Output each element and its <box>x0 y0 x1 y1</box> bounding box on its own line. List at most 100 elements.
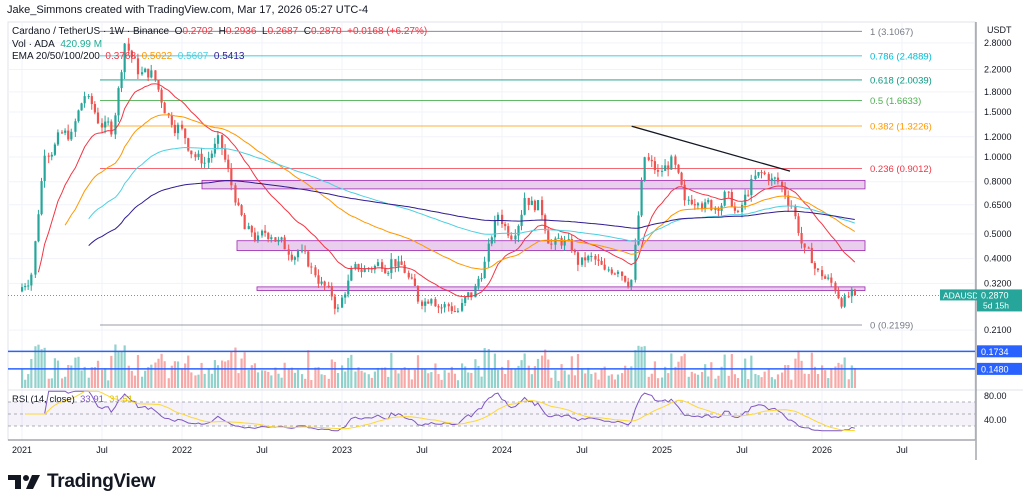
candle-body <box>427 301 430 304</box>
volume-bar <box>190 372 193 388</box>
candle-body <box>717 207 720 211</box>
volume-bar <box>773 379 777 388</box>
candle-body <box>467 292 470 298</box>
volume-bar <box>560 364 563 388</box>
candle-body <box>507 226 510 236</box>
volume-bar <box>816 374 820 388</box>
volume-bar <box>357 367 360 388</box>
horizontal-line-price-label: 0.1480 <box>981 364 1009 374</box>
candle-body <box>760 172 763 174</box>
candle-body <box>173 124 177 134</box>
volume-bar <box>510 368 513 388</box>
volume-bar <box>496 369 500 388</box>
volume-bar <box>640 346 643 388</box>
price-tick-label: 0.3200 <box>984 278 1012 288</box>
trendline <box>631 125 791 172</box>
candle-body <box>323 281 326 286</box>
candle-body <box>613 273 617 275</box>
time-axis[interactable]: 2021 Jul 2022 Jul 2023 Jul 2024 Jul 2025 Jul 2026 J… <box>8 439 975 455</box>
symbol-legend-row[interactable]: Cardano / TetherUS · 1W · Binance O0.270… <box>12 26 427 39</box>
volume-bar <box>181 369 184 388</box>
volume-bar <box>360 370 363 388</box>
volume-bar <box>317 366 320 388</box>
candle-body <box>24 285 27 288</box>
candle-body <box>247 226 250 230</box>
volume-bar <box>403 367 406 388</box>
price-tick-label: 0.5000 <box>984 229 1012 239</box>
volume-bar <box>336 373 340 388</box>
volume-bar <box>501 366 504 388</box>
candle-body <box>104 121 107 128</box>
tradingview-logo-icon <box>8 475 40 489</box>
symbol-label[interactable]: Cardano / TetherUS · 1W · Binance <box>12 26 170 37</box>
volume-bar <box>747 379 750 388</box>
candle-body <box>403 264 406 273</box>
time-tick-label: 2023 <box>332 445 352 455</box>
candle-body <box>470 292 473 298</box>
volume-bar <box>274 367 277 388</box>
volume-bar <box>581 369 584 388</box>
volume-bar <box>670 353 673 388</box>
support-resistance-zones <box>201 179 866 291</box>
volume-bar <box>187 355 190 388</box>
candle-body <box>667 165 670 170</box>
volume-bar <box>701 371 704 388</box>
candle-body <box>773 177 777 179</box>
candle-body <box>394 259 397 267</box>
volume-bar <box>96 360 100 388</box>
ema-legend-row[interactable]: EMA 20/50/100/200 0.3768 0.5022 0.5607 0… <box>12 51 427 64</box>
candle-body <box>744 194 747 205</box>
time-tick-label: 2024 <box>492 445 512 455</box>
volume-bar <box>27 374 30 388</box>
candle-body <box>30 274 33 286</box>
high-label: H <box>218 26 226 37</box>
volume-bar <box>427 373 430 388</box>
drawings[interactable] <box>8 125 975 370</box>
candle-body <box>661 170 664 172</box>
time-tick-label: Jul <box>256 445 268 455</box>
candle-body <box>37 214 40 242</box>
volume-bar <box>541 355 544 388</box>
volume-legend-row[interactable]: Vol · ADA 420.99 M <box>12 39 427 52</box>
volume-bar <box>490 368 493 388</box>
candle-body <box>581 257 584 265</box>
volume-bar <box>834 366 837 388</box>
price-zone <box>256 286 866 291</box>
candle-body <box>227 159 230 169</box>
volume-bar <box>410 379 413 388</box>
ema100-line <box>88 146 855 242</box>
volume-bar <box>837 362 840 388</box>
volume-bar <box>440 379 443 388</box>
candle-body <box>341 297 344 308</box>
candle-body <box>584 257 587 261</box>
candle-body <box>197 153 200 158</box>
candle-body <box>160 89 163 103</box>
symbol-tag <box>940 289 977 301</box>
volume-bar <box>47 378 50 388</box>
candle-body <box>690 199 693 205</box>
volume-bar <box>117 351 120 388</box>
volume-bar <box>43 347 46 388</box>
candle-body <box>727 191 730 193</box>
price-axis[interactable]: 0.1734 0.1480 USDT 2.8000 2.2000 1.8000 1.5000… <box>940 22 1022 460</box>
rsi-legend[interactable]: RSI (14, close) 33.91 31.51 <box>12 394 133 405</box>
volume-bar <box>730 353 733 388</box>
volume-bar <box>643 346 646 388</box>
volume-bar <box>370 377 373 388</box>
candle-body <box>243 215 246 230</box>
candle-body <box>616 271 620 274</box>
candle-body <box>733 206 737 211</box>
volume-bar <box>567 374 570 388</box>
candle-body <box>70 131 73 140</box>
tradingview-logo[interactable]: TradingView <box>8 471 156 493</box>
volume-bar <box>613 379 617 388</box>
candle-body <box>664 165 667 171</box>
volume-bar <box>547 359 550 388</box>
candle-body <box>384 268 387 274</box>
fib-retracement[interactable]: 1 (3.1067) 0.786 (2.4889) 0.618 (2.0039) 0.… <box>100 27 932 332</box>
candle-body <box>523 197 526 215</box>
volume-bar <box>563 370 566 388</box>
rsi-value: 33.91 <box>80 394 104 405</box>
time-tick-label: Jul <box>896 445 908 455</box>
